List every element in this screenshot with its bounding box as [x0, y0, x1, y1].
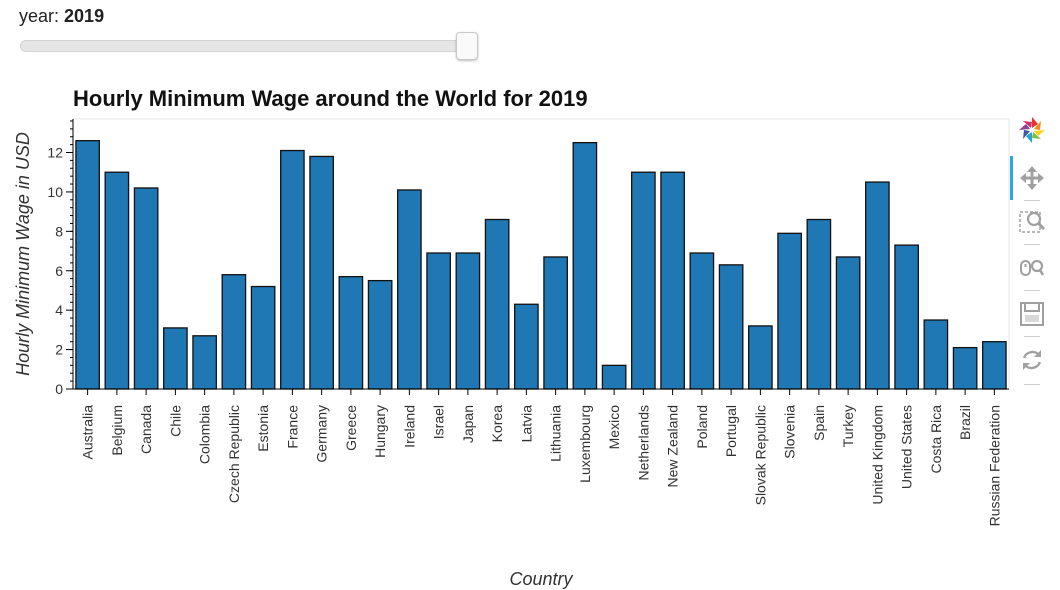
- box-zoom-icon[interactable]: [1018, 208, 1046, 236]
- bar-korea: [484, 218, 510, 390]
- bar-lithuania: [543, 256, 568, 390]
- x-tick-label: Colombia: [197, 405, 213, 464]
- y-tick-label: 12: [47, 145, 63, 161]
- x-tick-label: Latvia: [518, 405, 534, 443]
- bar-australia: [75, 140, 100, 390]
- bar-brazil: [952, 346, 978, 390]
- bar-slovak-republic: [748, 325, 773, 390]
- bar-hungary: [367, 279, 393, 390]
- save-icon[interactable]: [1018, 300, 1046, 328]
- bar-latvia: [514, 303, 539, 390]
- x-tick-label: Belgium: [109, 405, 125, 456]
- x-tick-label: Korea: [489, 405, 505, 443]
- bar-colombia: [192, 335, 217, 390]
- y-tick-label: 8: [55, 223, 63, 239]
- year-label-text: year:: [19, 6, 65, 26]
- bar-united-states: [894, 244, 919, 390]
- y-tick-label: 6: [55, 263, 63, 279]
- x-tick-label: Mexico: [606, 405, 622, 450]
- y-tick-label: 4: [55, 302, 63, 318]
- bar-turkey: [835, 256, 861, 390]
- x-tick-label: Luxembourg: [577, 405, 593, 483]
- x-tick-label: Turkey: [840, 405, 856, 447]
- bar-spain: [806, 218, 832, 390]
- bar-luxembourg: [572, 141, 598, 390]
- x-axis-label: Country: [509, 569, 573, 589]
- bar-czech-republic: [221, 274, 247, 390]
- bokeh-logo-icon[interactable]: [1018, 116, 1046, 144]
- toolbar-separator: [1024, 336, 1040, 337]
- x-tick-label: Chile: [167, 405, 183, 437]
- x-tick-label: Germany: [314, 405, 330, 463]
- bar-estonia: [250, 285, 276, 390]
- bar-new-zealand: [660, 171, 685, 390]
- bar-chile: [163, 327, 188, 390]
- chart-title: Hourly Minimum Wage around the World for…: [73, 86, 588, 111]
- x-tick-label: Japan: [460, 405, 476, 443]
- x-tick-label: Poland: [694, 405, 710, 449]
- reset-icon[interactable]: [1018, 346, 1046, 374]
- x-tick-label: Brazil: [957, 405, 973, 440]
- x-tick-label: Spain: [811, 405, 827, 441]
- bar-russian-federation: [982, 341, 1007, 390]
- bar-germany: [309, 155, 334, 390]
- x-tick-label: Costa Rica: [928, 405, 944, 474]
- wheel-zoom-icon[interactable]: [1018, 254, 1046, 282]
- toolbar-separator: [1024, 200, 1040, 201]
- x-tick-label: Russian Federation: [986, 405, 1002, 526]
- x-tick-label: Czech Republic: [226, 405, 242, 503]
- bar-slovenia: [777, 232, 802, 390]
- bar-portugal: [718, 264, 744, 390]
- x-tick-label: Portugal: [723, 405, 739, 457]
- bar-poland: [689, 252, 715, 390]
- x-tick-label: Slovak Republic: [752, 405, 768, 505]
- bar-ireland: [397, 189, 422, 390]
- y-tick-label: 10: [47, 184, 63, 200]
- y-tick-label: 2: [55, 342, 63, 358]
- toolbar-separator: [1024, 384, 1040, 385]
- x-tick-label: Israel: [431, 405, 447, 439]
- x-tick-label: New Zealand: [665, 405, 681, 488]
- x-tick-label: United States: [899, 405, 915, 489]
- chart-toolbar: [1010, 112, 1052, 392]
- x-tick-label: Slovenia: [782, 405, 798, 459]
- bar-israel: [426, 252, 451, 390]
- bar-costa-rica: [923, 319, 949, 390]
- bar-belgium: [104, 171, 130, 390]
- active-tool-indicator: [1010, 156, 1013, 200]
- bar-netherlands: [631, 171, 656, 390]
- bar-united-kingdom: [865, 181, 890, 390]
- x-tick-label: Estonia: [255, 405, 271, 452]
- x-tick-label: Lithuania: [548, 405, 564, 462]
- y-axis-label: Hourly Minimum Wage in USD: [13, 132, 33, 376]
- toolbar-separator: [1024, 244, 1040, 245]
- x-tick-label: Australia: [80, 405, 96, 460]
- x-tick-label: United Kingdom: [869, 405, 885, 505]
- x-tick-label: Greece: [343, 405, 359, 451]
- bar-greece: [338, 276, 364, 390]
- x-tick-label: Hungary: [372, 405, 388, 458]
- bar-france: [280, 149, 305, 390]
- toolbar-separator: [1024, 290, 1040, 291]
- bar-japan: [455, 252, 481, 390]
- x-tick-label: Ireland: [401, 405, 417, 448]
- x-tick-label: Canada: [138, 405, 154, 454]
- bar-mexico: [601, 364, 627, 390]
- bar-canada: [133, 187, 159, 390]
- x-tick-label: France: [284, 405, 300, 449]
- year-value: 2019: [64, 6, 105, 26]
- y-tick-label: 0: [55, 381, 63, 397]
- year-slider-handle[interactable]: [456, 32, 478, 60]
- pan-icon[interactable]: [1018, 164, 1046, 192]
- year-slider-label: year: 2019: [19, 6, 104, 27]
- x-tick-label: Netherlands: [635, 405, 651, 481]
